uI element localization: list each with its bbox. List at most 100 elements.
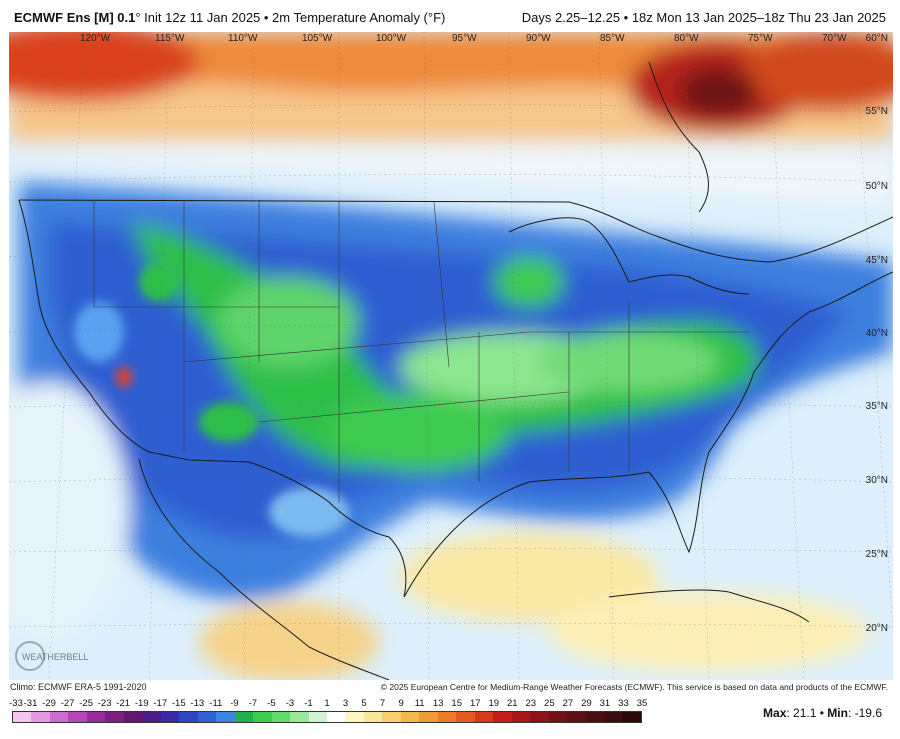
colorbar-swatch	[253, 712, 272, 722]
colorbar-tick-label: -7	[248, 698, 258, 709]
colorbar-tick-label: -29	[42, 698, 56, 709]
colorbar-swatch	[400, 712, 420, 722]
separator: •	[816, 706, 828, 720]
climo-note: Climo: ECMWF ERA-5 1991-2020	[10, 682, 147, 692]
colorbar-swatch	[160, 712, 180, 722]
colorbar-swatch	[493, 712, 512, 722]
colorbar-tick-label: -31	[23, 698, 38, 709]
graticule	[9, 32, 893, 680]
lon-label: 105°W	[302, 33, 333, 44]
colorbar-tick-label: 19	[488, 698, 500, 709]
lat-label: 35°N	[865, 401, 888, 412]
map-canvas	[9, 32, 893, 680]
lat-label: 40°N	[865, 328, 888, 339]
colorbar-tick-label: -25	[79, 698, 93, 709]
colorbar-swatch	[382, 712, 401, 722]
colorbar-tick-label: -27	[60, 698, 75, 709]
lon-label: 85°W	[600, 33, 625, 44]
colorbar-tick-label: -15	[171, 698, 186, 709]
lon-label: 120°W	[80, 33, 111, 44]
lon-label: 95°W	[452, 33, 477, 44]
borders	[18, 61, 893, 680]
colorbar-swatch	[585, 712, 604, 722]
colorbar-tick-label: -13	[190, 698, 205, 709]
colorbar-swatch	[86, 712, 106, 722]
anomaly-map[interactable]	[9, 32, 893, 680]
colorbar-swatch	[142, 712, 161, 722]
lat-label: 50°N	[865, 181, 888, 192]
header-title: ECMWF Ens [M] 0.1° Init 12z 11 Jan 2025 …	[14, 10, 445, 25]
colorbar-swatch	[123, 712, 143, 722]
degree-mark: °	[135, 10, 141, 25]
init-and-variable: Init 12z 11 Jan 2025 • 2m Temperature An…	[140, 10, 446, 25]
gulf-and-atlantic-coast	[403, 271, 893, 598]
great-lakes	[508, 217, 750, 295]
colorbar-swatch	[105, 712, 124, 722]
colorbar-swatch	[68, 712, 87, 722]
colorbar-tick-label: -5	[267, 698, 276, 709]
colorbar-tick-label: -19	[134, 698, 149, 709]
colorbar-swatch	[419, 712, 438, 722]
colorbar-swatch	[326, 712, 346, 722]
lat-label: 55°N	[865, 106, 888, 117]
colorbar-swatch	[511, 712, 531, 722]
colorbar-tick-label: 13	[432, 698, 444, 709]
colorbar-swatch	[179, 712, 198, 722]
colorbar-swatch	[13, 712, 32, 722]
colorbar-tick-label: 1	[324, 698, 330, 709]
colorbar-tick-label: -17	[153, 698, 168, 709]
copyright-note: © 2025 European Centre for Medium-Range …	[380, 682, 888, 692]
logo-text: WEATHERBELL	[22, 652, 88, 662]
lon-label: 70°W	[822, 33, 847, 44]
colorbar-swatch	[49, 712, 69, 722]
max-min-readout: Max: 21.1 • Min: -19.6	[763, 706, 882, 720]
colorbar-tick-label: 33	[618, 698, 629, 709]
colorbar-swatch	[567, 712, 586, 722]
colorbar-swatches	[12, 711, 642, 723]
lat-label: 30°N	[865, 475, 888, 486]
lon-label: 115°W	[155, 33, 185, 44]
header-bar: ECMWF Ens [M] 0.1° Init 12z 11 Jan 2025 …	[0, 0, 900, 32]
colorbar-tick-label: 21	[506, 698, 518, 709]
weatherbell-logo: WEATHERBELL	[14, 638, 92, 674]
colorbar-swatch	[548, 712, 568, 722]
colorbar-swatch	[31, 712, 50, 722]
lat-label: 45°N	[865, 255, 888, 266]
cuba	[608, 589, 810, 623]
colorbar-tick-label: -11	[209, 698, 223, 709]
model-name: ECMWF Ens [M] 0.1	[14, 10, 136, 25]
colorbar-tick-label: 15	[451, 698, 462, 709]
colorbar-swatch	[530, 712, 549, 722]
colorbar-tick-label: 29	[581, 698, 592, 709]
colorbar-ticks: -33 -31 -29 -27 -25 -23 -21 -19 -17 -15 -13 -11 -9 -7…	[9, 698, 647, 710]
anomaly-fill	[9, 32, 893, 680]
colorbar-swatch	[345, 712, 364, 722]
max-label: Max	[763, 706, 787, 720]
mexico-pacific-coast	[138, 458, 390, 680]
min-value: : -19.6	[847, 706, 882, 720]
colorbar-tick-label: 23	[525, 698, 537, 709]
lon-label: 100°W	[376, 33, 407, 44]
colorbar-swatch	[622, 712, 641, 722]
min-label: Min	[827, 706, 848, 720]
anomaly-texture	[74, 262, 349, 537]
lat-label: 60°N	[865, 33, 888, 44]
colorbar-tick-label: -3	[285, 698, 295, 709]
us-west-coast-and-south-border	[18, 199, 407, 598]
colorbar-tick-label: -33	[9, 698, 23, 709]
colorbar-tick-label: 5	[361, 698, 367, 709]
state-lines	[93, 200, 749, 502]
colorbar-tick-label: 3	[342, 698, 349, 709]
lon-label: 110°W	[228, 33, 258, 44]
lon-label: 80°W	[674, 33, 699, 44]
colorbar-swatch	[604, 712, 623, 722]
colorbar-tick-label: 25	[544, 698, 555, 709]
colorbar-tick-label: 17	[469, 698, 481, 709]
colorbar-swatch	[290, 712, 309, 722]
colorbar-tick-label: -21	[116, 698, 131, 709]
colorbar-tick-label: 35	[636, 698, 648, 709]
colorbar-swatch	[308, 712, 327, 722]
colorbar-swatch	[197, 712, 217, 722]
colorbar-tick-label: 9	[398, 698, 404, 709]
colorbar-swatch	[437, 712, 457, 722]
